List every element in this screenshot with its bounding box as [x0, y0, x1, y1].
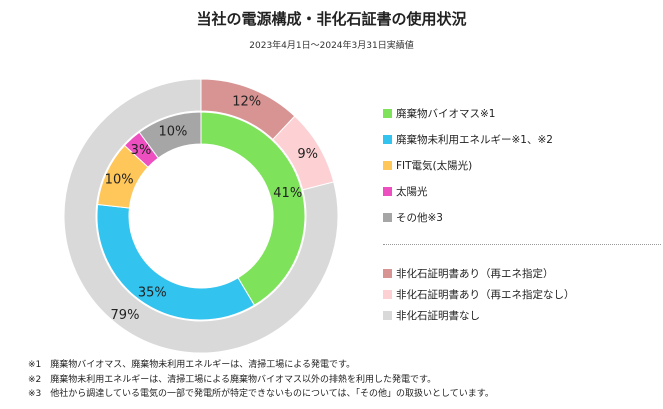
chart-subtitle: 2023年4月1日～2024年3月31日実績値	[249, 41, 414, 51]
outer-ring-label-1: 9%	[297, 147, 318, 162]
inner-ring-label-2: 10%	[105, 173, 134, 188]
legend-item: 非化石証明書あり（再エネ指定なし）	[383, 288, 575, 302]
footnote-2: ※2 廃棄物未利用エネルギーは、清掃工場による廃棄物バイオマス以外の排熱を利用し…	[28, 374, 437, 385]
footnotes: ※1 廃棄物バイオマス、廃棄物未利用エネルギーは、清掃工場による発電です。 ※2…	[28, 358, 494, 402]
legend-item: その他※3	[383, 211, 443, 225]
legend-label: 廃棄物未利用エネルギー※1、※2	[396, 134, 553, 146]
legend-item: FIT電気(太陽光)	[383, 159, 472, 173]
legend-label: 非化石証明書なし	[396, 310, 480, 322]
footnote-3: ※3 他社から調達している電気の一部で発電所が特定できないものについては、「その…	[28, 389, 494, 399]
inner-ring-label-0: 41%	[273, 186, 302, 201]
legend-swatch	[383, 186, 392, 196]
legend-label: 太陽光	[396, 186, 428, 198]
legend-item: 太陽光	[383, 185, 428, 199]
legend-label: 非化石証明書あり（再エネ指定）	[396, 268, 554, 280]
inner-ring-label-4: 10%	[158, 124, 187, 139]
legend-label: その他※3	[396, 212, 443, 224]
legend-swatch	[383, 289, 392, 299]
outer-ring-slice-2	[63, 78, 339, 354]
inner-ring-slice-4	[138, 111, 202, 159]
outer-ring-label-0: 12%	[232, 95, 261, 110]
legend-label: 廃棄物バイオマス※1	[396, 108, 496, 120]
legend-divider	[383, 244, 661, 245]
legend-item: 廃棄物未利用エネルギー※1、※2	[383, 133, 553, 147]
chart-title: 当社の電源構成・非化石証書の使用状況	[196, 10, 467, 28]
footnote-1: ※1 廃棄物バイオマス、廃棄物未利用エネルギーは、清掃工場による発電です。	[28, 360, 356, 370]
legend-item: 非化石証明書なし	[383, 309, 480, 323]
inner-ring-label-1: 35%	[138, 286, 167, 301]
legend-swatch	[383, 212, 392, 222]
legend-label: 非化石証明書あり（再エネ指定なし）	[396, 289, 575, 301]
legend-swatch	[383, 310, 392, 320]
legend-swatch	[383, 134, 392, 144]
legend-swatch	[383, 108, 392, 118]
legend-swatch	[383, 160, 392, 170]
legend-item: 非化石証明書あり（再エネ指定）	[383, 267, 554, 281]
inner-ring-slice-1	[96, 203, 256, 321]
legend-item: 廃棄物バイオマス※1	[383, 107, 495, 121]
inner-ring-label-3: 3%	[131, 143, 152, 158]
inner-ring-slice-0	[200, 111, 306, 306]
legend-label: FIT電気(太陽光)	[396, 160, 473, 172]
legend-swatch	[383, 268, 392, 278]
outer-ring-label-2: 79%	[111, 308, 140, 323]
